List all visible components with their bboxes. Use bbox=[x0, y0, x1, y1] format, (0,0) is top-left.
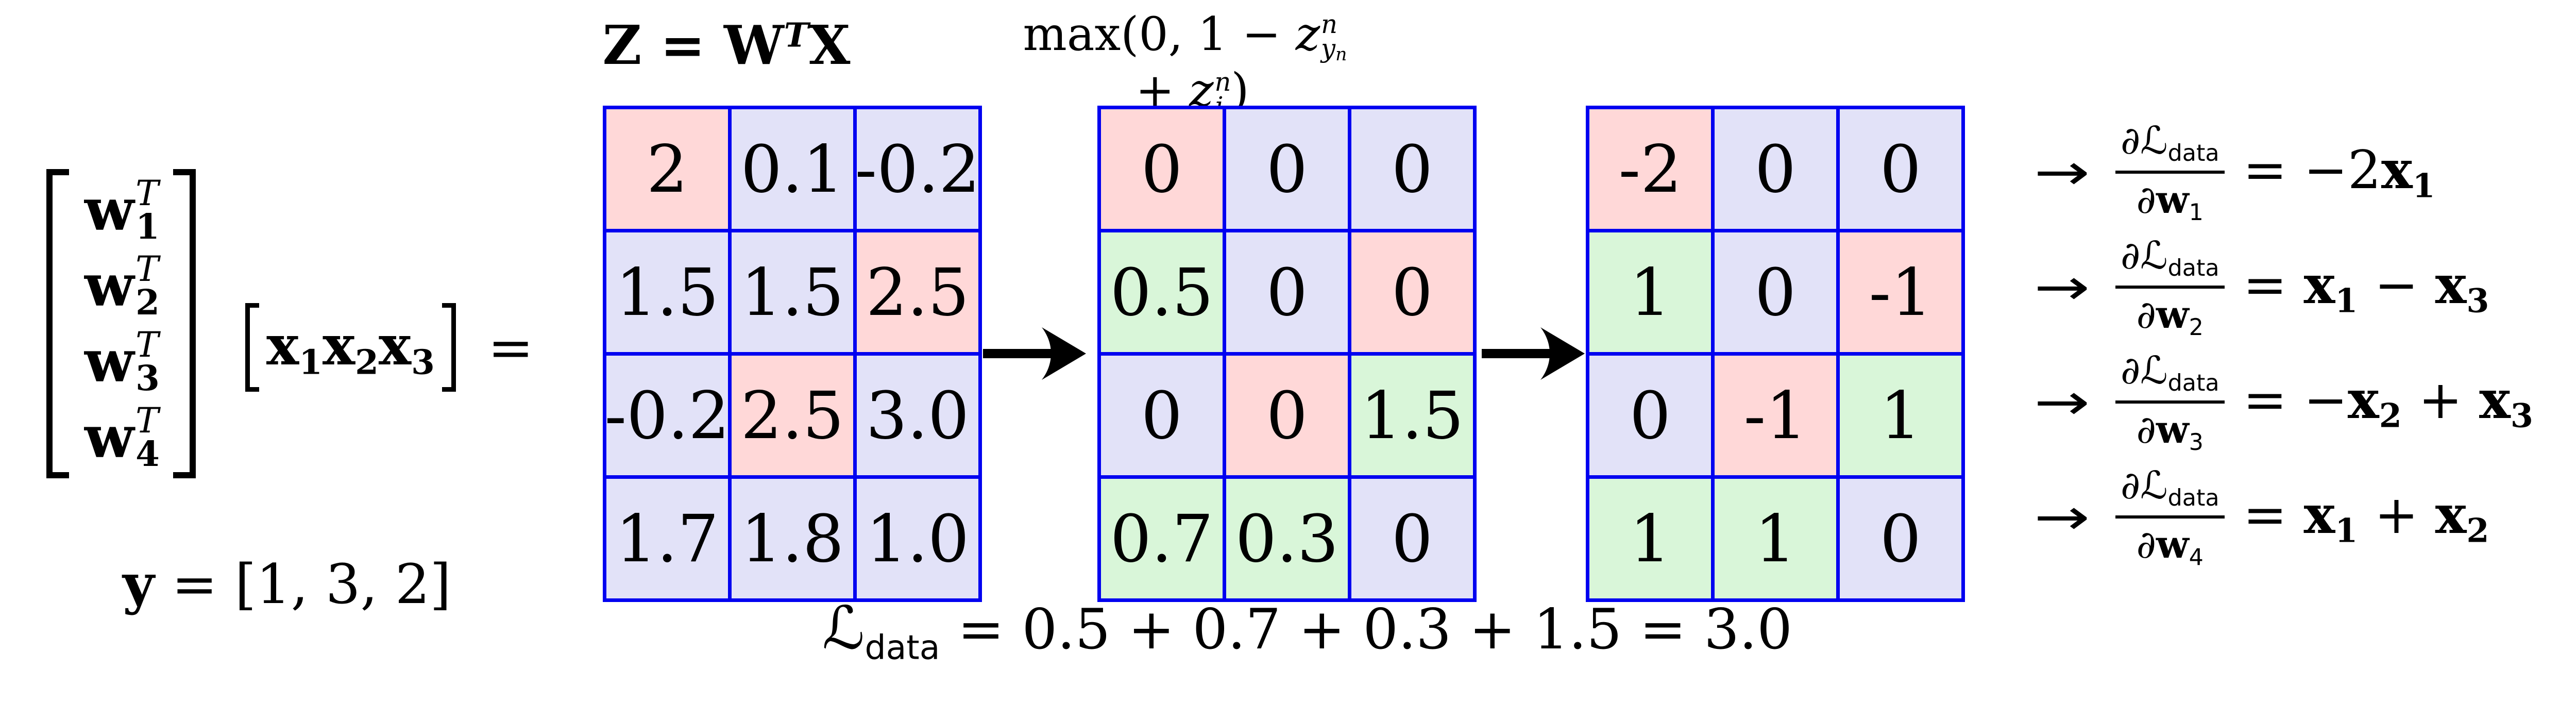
matrix-cell: -2 bbox=[1589, 109, 1711, 229]
left-bracket bbox=[46, 169, 69, 478]
fraction-bar bbox=[2115, 515, 2225, 519]
matrix-cell: 0 bbox=[1840, 479, 1961, 598]
right-arrow-icon: → bbox=[2034, 373, 2090, 431]
right-bracket bbox=[442, 303, 456, 392]
matrix-cell: 2 bbox=[606, 109, 728, 229]
w-symbol: w bbox=[84, 176, 134, 244]
matrix-cell: 1.5 bbox=[1351, 356, 1473, 475]
gradient-fraction: ∂ℒdata ∂w1 bbox=[2115, 119, 2225, 226]
matrix-cell: 0 bbox=[1101, 109, 1223, 229]
y-value: [1, 3, 2] bbox=[234, 553, 451, 616]
matrix-cell: 1.0 bbox=[857, 479, 978, 598]
gradient-row-w2: → ∂ℒdata ∂w2 = x1 − x3 bbox=[2034, 225, 2489, 349]
matrix-cell: 0 bbox=[1351, 479, 1473, 598]
gradient-formula: = −2x1 bbox=[2243, 139, 2435, 205]
matrix-cell: -0.2 bbox=[855, 109, 980, 229]
gradient-row-w1: → ∂ℒdata ∂w1 = −2x1 bbox=[2034, 110, 2435, 234]
right-arrow-icon: → bbox=[2034, 488, 2090, 546]
flow-arrow-icon bbox=[983, 327, 1086, 380]
script-L: ℒ bbox=[822, 594, 865, 662]
gradient-formula: = x1 + x2 bbox=[2243, 484, 2489, 550]
x-entry-2: x2 bbox=[322, 312, 379, 382]
x-vector: x1 x2 x3 = bbox=[245, 303, 534, 392]
matrix-cell: 0 bbox=[1715, 109, 1836, 229]
matrix-cell: 1 bbox=[1840, 356, 1961, 475]
indicator-matrix: -2 0 0 1 0 -1 0 -1 1 1 1 0 bbox=[1586, 106, 1965, 602]
gradient-formula: = −x2 + x3 bbox=[2243, 369, 2533, 435]
matrix-cell: 0 bbox=[1840, 109, 1961, 229]
matrix-cell: 0 bbox=[1101, 356, 1223, 475]
equals-sign: = bbox=[154, 553, 235, 616]
score-matrix-title: Z = WTX bbox=[602, 13, 851, 77]
matrix-cell: -0.2 bbox=[605, 356, 730, 475]
loss-total-formula: ℒdata = 0.5 + 0.7 + 0.3 + 1.5 = 3.0 bbox=[822, 594, 1792, 667]
y-assignment: y = [1, 3, 2] bbox=[123, 551, 451, 616]
z-scripts: n yn bbox=[1321, 9, 1347, 65]
fraction-bar bbox=[2115, 286, 2225, 289]
matrix-cell: 1 bbox=[1589, 479, 1711, 598]
gradient-fraction: ∂ℒdata ∂w3 bbox=[2115, 348, 2225, 456]
w-symbol: w bbox=[84, 404, 134, 471]
right-arrow-icon: → bbox=[2034, 143, 2090, 201]
matrix-cell: 0.7 bbox=[1101, 479, 1223, 598]
matrix-cell: -1 bbox=[1715, 356, 1836, 475]
w-symbol: w bbox=[84, 328, 134, 395]
matrix-cell: 0 bbox=[1589, 356, 1711, 475]
gradient-fraction: ∂ℒdata ∂w4 bbox=[2115, 463, 2225, 571]
gradient-row-w3: → ∂ℒdata ∂w3 = −x2 + x3 bbox=[2034, 340, 2533, 464]
y-symbol: y bbox=[123, 551, 155, 616]
right-arrow-icon: → bbox=[2034, 258, 2090, 316]
gradient-formula: = x1 − x3 bbox=[2243, 254, 2489, 320]
flow-arrow-icon bbox=[1482, 327, 1585, 380]
x-entry-1: x1 bbox=[266, 312, 323, 382]
hinge-matrix: 0 0 0 0.5 0 0 0 0 1.5 0.7 0.3 0 bbox=[1097, 106, 1477, 602]
matrix-cell: 1 bbox=[1589, 232, 1711, 352]
matrix-cell: 0 bbox=[1351, 232, 1473, 352]
matrix-cell: 0.5 bbox=[1101, 232, 1223, 352]
equals-sign: = bbox=[487, 315, 534, 379]
x-vector-entries: x1 x2 x3 bbox=[259, 313, 442, 382]
matrix-cell: 0 bbox=[1226, 356, 1348, 475]
matrix-cell: 1.5 bbox=[606, 232, 728, 352]
matrix-cell: 1.5 bbox=[732, 232, 853, 352]
matrix-cell: 3.0 bbox=[857, 356, 978, 475]
score-matrix: 2 0.1 -0.2 1.5 1.5 2.5 -0.2 2.5 3.0 1.7 … bbox=[603, 106, 982, 602]
right-bracket bbox=[173, 169, 196, 478]
matrix-cell: 1.8 bbox=[732, 479, 853, 598]
fraction-bar bbox=[2115, 171, 2225, 174]
matrix-cell: 0.1 bbox=[732, 109, 853, 229]
matrix-cell: 0.3 bbox=[1226, 479, 1348, 598]
matrix-cell: 0 bbox=[1351, 109, 1473, 229]
matrix-cell: 0 bbox=[1226, 109, 1348, 229]
w-symbol: w bbox=[84, 252, 134, 320]
matrix-cell: 2.5 bbox=[732, 356, 853, 475]
matrix-cell: 0 bbox=[1226, 232, 1348, 352]
matrix-cell: 1.7 bbox=[606, 479, 728, 598]
x-entry-3: x3 bbox=[378, 312, 435, 382]
gradient-fraction: ∂ℒdata ∂w2 bbox=[2115, 233, 2225, 341]
matrix-cell: 1 bbox=[1715, 479, 1836, 598]
fraction-bar bbox=[2115, 400, 2225, 404]
matrix-cell: 0 bbox=[1715, 232, 1836, 352]
gradient-row-w4: → ∂ℒdata ∂w4 = x1 + x2 bbox=[2034, 455, 2489, 579]
matrix-cell: -1 bbox=[1840, 232, 1961, 352]
left-bracket bbox=[245, 303, 259, 392]
matrix-cell: 2.5 bbox=[857, 232, 978, 352]
